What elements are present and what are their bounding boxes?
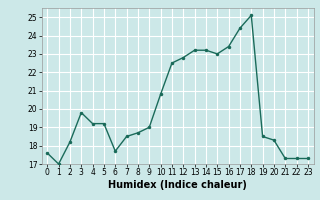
X-axis label: Humidex (Indice chaleur): Humidex (Indice chaleur): [108, 180, 247, 190]
